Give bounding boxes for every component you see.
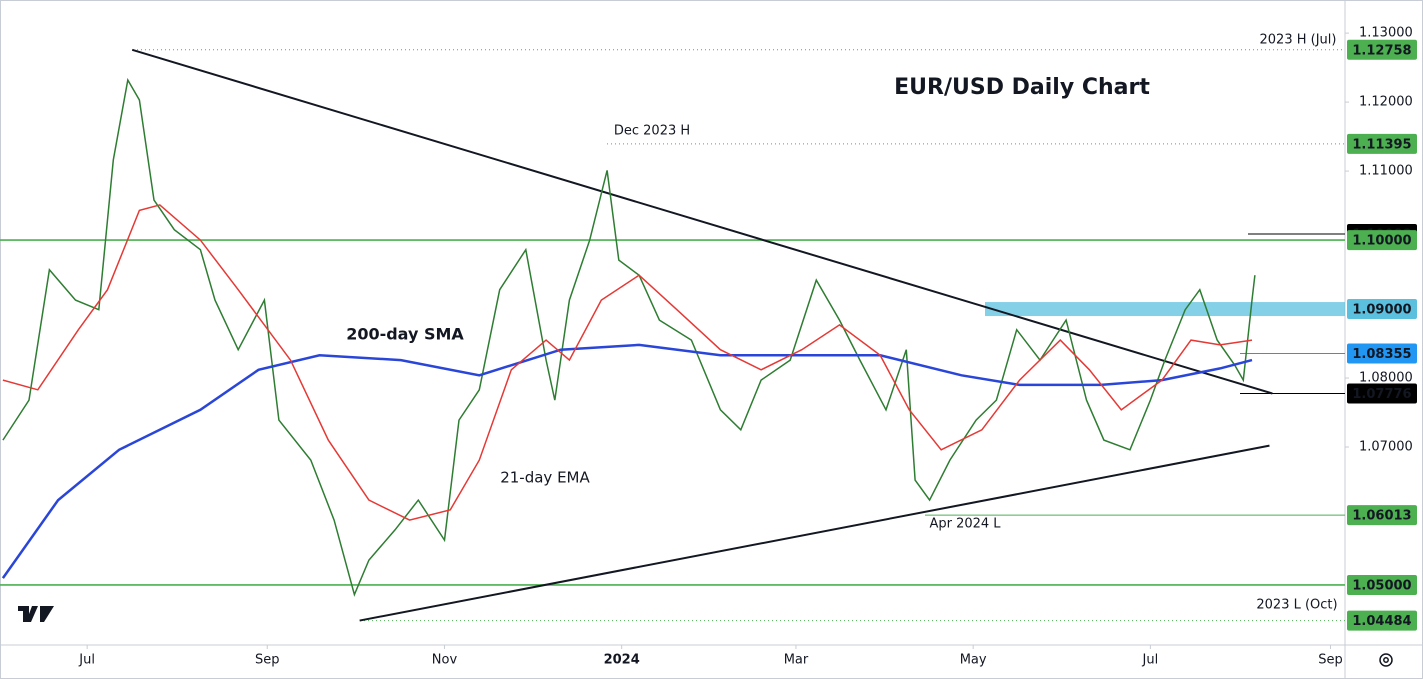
x-tick-label: Sep: [1318, 653, 1343, 668]
level-box: [1347, 39, 1417, 60]
series-label: 21-day EMA: [500, 469, 590, 487]
level-label: 1.06013: [1352, 509, 1411, 524]
x-tick-label: May: [960, 653, 987, 668]
y-tick-label: 1.08000: [1359, 371, 1413, 386]
x-tick-label: Jul: [78, 653, 95, 668]
level-label: 1.04484: [1352, 614, 1411, 629]
price-line: [2, 77, 1256, 597]
level-band: [985, 302, 1345, 317]
level-box: [1347, 343, 1417, 364]
annotation: Dec 2023 H: [614, 124, 690, 139]
level-label: 1.05000: [1352, 578, 1411, 593]
x-tick-label: Nov: [432, 653, 458, 668]
settings-icon[interactable]: [1379, 653, 1393, 667]
level-box: [1347, 610, 1417, 631]
y-tick-label: 1.11000: [1359, 164, 1413, 179]
level-box: [1347, 505, 1417, 526]
series-label: 200-day SMA: [346, 325, 464, 344]
level-label: 1.12758: [1352, 43, 1411, 58]
levels: 1.127581.113951.100881.100001.090001.083…: [0, 39, 1417, 631]
level-box: [1347, 230, 1417, 251]
level-box: [1347, 299, 1417, 320]
y-tick-label: 1.12000: [1359, 95, 1413, 110]
annotation: Apr 2024 L: [929, 517, 1001, 532]
trendline: [359, 444, 1270, 622]
annotation: 2023 H (Jul): [1260, 33, 1337, 48]
x-tick-label: Jul: [1142, 653, 1159, 668]
indicator-line: [2, 204, 1253, 521]
level-label: 1.11395: [1352, 137, 1411, 152]
logo: [18, 606, 54, 622]
level-label: 1.09000: [1352, 303, 1411, 318]
level-box: [1347, 574, 1417, 595]
chart-title: EUR/USD Daily Chart: [894, 75, 1150, 100]
x-tick-label: Sep: [255, 653, 280, 668]
x-tick-label: 2024: [604, 653, 640, 668]
y-tick-label: 1.13000: [1359, 26, 1413, 41]
level-label: 1.07776: [1352, 387, 1411, 402]
level-label: 1.10000: [1352, 234, 1411, 249]
level-box: [1347, 133, 1417, 154]
annotation: 2023 L (Oct): [1256, 598, 1337, 613]
x-tick-label: Mar: [784, 653, 809, 668]
level-label: 1.08355: [1352, 347, 1411, 362]
level-box: [1347, 383, 1417, 404]
y-tick-label: 1.07000: [1359, 440, 1413, 455]
trendline: [131, 48, 1273, 395]
